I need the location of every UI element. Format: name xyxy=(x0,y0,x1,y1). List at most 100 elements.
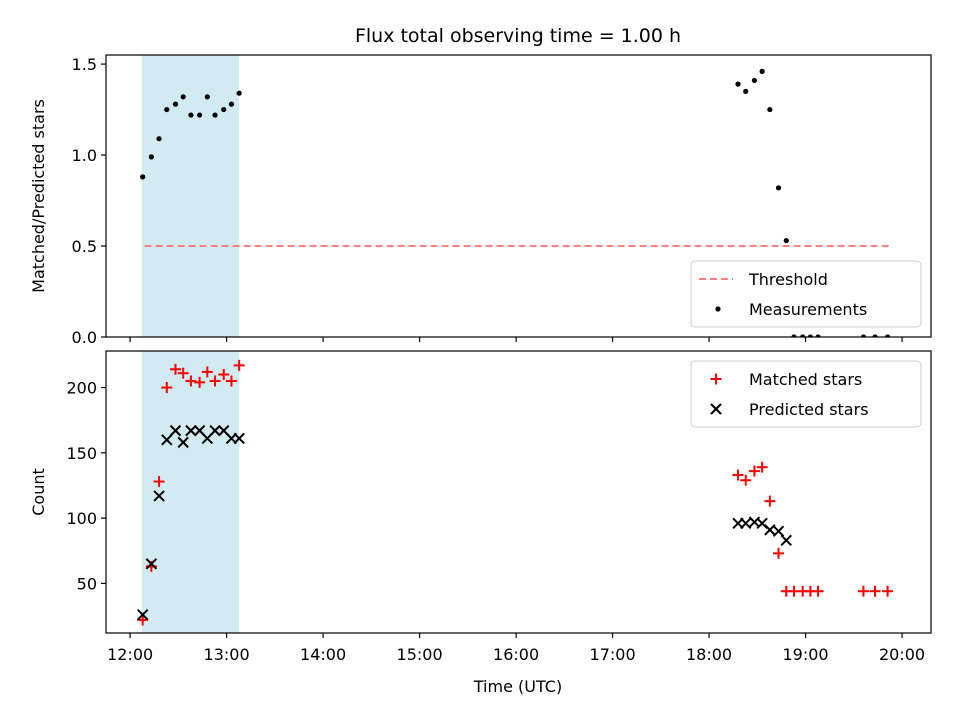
predicted-star-point xyxy=(209,424,221,437)
matched-star-point xyxy=(857,585,869,597)
shaded-region xyxy=(141,351,240,633)
matched-star-point xyxy=(161,382,173,394)
matched-star-point xyxy=(194,376,206,388)
matched-star-point xyxy=(137,614,149,626)
y-tick-label: 200 xyxy=(66,379,97,398)
markers xyxy=(140,68,891,337)
matched-star-point xyxy=(177,367,189,379)
legend-label: Predicted stars xyxy=(749,400,869,419)
legend: Threshold Measurements xyxy=(690,260,922,328)
legend: Matched stars Predicted stars xyxy=(690,360,922,428)
y-axis-label: Matched/Predicted stars xyxy=(29,99,48,293)
y-tick-label: 0.0 xyxy=(72,328,97,347)
x-tick-label: 20:00 xyxy=(879,645,925,664)
markers xyxy=(136,359,894,626)
measurement-point xyxy=(860,334,867,337)
y-tick-label: 1.5 xyxy=(72,55,97,74)
measurement-point xyxy=(775,185,782,191)
matched-star-point xyxy=(740,474,752,486)
predicted-star-point xyxy=(153,490,165,502)
y-tick-label: 100 xyxy=(66,509,97,528)
matched-star-point xyxy=(209,375,221,387)
measurement-point xyxy=(783,237,789,244)
predicted-star-point xyxy=(161,434,173,446)
measurement-point xyxy=(180,94,186,100)
measurement-point xyxy=(148,154,154,160)
legend-box xyxy=(690,260,922,328)
matched-star-point xyxy=(218,369,230,380)
measurement-point xyxy=(188,112,194,118)
legend-label: Matched stars xyxy=(749,370,862,389)
shaded-region xyxy=(141,55,240,337)
x-tick-label: 14:00 xyxy=(300,645,346,664)
legend-measurement-swatch xyxy=(715,306,721,312)
predicted-star-point xyxy=(185,424,197,437)
y-tick-label: 50 xyxy=(77,574,97,593)
measurement-point xyxy=(735,81,741,87)
predicted-star-point xyxy=(772,525,785,537)
measurement-point xyxy=(212,112,218,118)
predicted-star-point xyxy=(780,534,792,547)
measurement-point xyxy=(872,334,878,337)
matched-star-point xyxy=(169,363,181,375)
measurement-point xyxy=(759,68,765,74)
predicted-star-point xyxy=(136,609,149,621)
measurement-point xyxy=(196,112,203,118)
measurement-point xyxy=(221,106,227,113)
x-tick-label: 15:00 xyxy=(397,645,443,664)
legend-label: Measurements xyxy=(749,300,867,319)
measurement-point xyxy=(807,334,813,337)
measurement-point xyxy=(743,88,749,94)
axes-frame xyxy=(105,350,932,634)
measurement-point xyxy=(228,101,235,107)
matched-star-point xyxy=(756,461,768,473)
measurement-point xyxy=(751,77,758,84)
measurement-point xyxy=(204,94,210,100)
matched-star-point xyxy=(185,375,197,387)
y-axis-label: Count xyxy=(29,468,48,516)
predicted-star-point xyxy=(169,424,182,437)
predicted-star-point xyxy=(233,432,245,445)
matched-star-point xyxy=(773,547,785,559)
measurement-point xyxy=(236,90,242,96)
bottom-panel: 50 100 150 200 12:00 13:00 14:00 15:00 16:00 17:0… xyxy=(29,350,932,664)
measurement-point xyxy=(767,106,773,113)
x-tick-label: 16:00 xyxy=(493,645,539,664)
x-tick-label: 19:00 xyxy=(783,645,829,664)
x-tick-label: 13:00 xyxy=(204,645,250,664)
measurement-point xyxy=(800,334,806,337)
measurement-point xyxy=(140,174,146,180)
matched-star-point xyxy=(201,366,213,378)
axes-frame xyxy=(105,54,932,338)
legend-matched-swatch xyxy=(710,373,722,385)
legend-label: Threshold xyxy=(748,270,828,289)
matched-star-point xyxy=(225,375,237,387)
matched-star-point xyxy=(153,476,165,488)
legend-predicted-swatch xyxy=(710,403,722,415)
matched-star-point xyxy=(882,585,894,597)
matched-star-point xyxy=(869,585,881,597)
measurement-point xyxy=(884,334,891,337)
y-tick-label: 1.0 xyxy=(72,146,97,165)
matched-star-point xyxy=(748,465,760,477)
x-tick-label: 17:00 xyxy=(590,645,636,664)
x-tick-label: 12:00 xyxy=(107,645,153,664)
measurement-point xyxy=(156,136,162,142)
matched-star-point xyxy=(812,585,824,597)
y-tick-label: 150 xyxy=(66,444,97,463)
measurement-point xyxy=(172,101,179,107)
measurement-point xyxy=(815,334,821,337)
predicted-star-point xyxy=(145,558,158,570)
legend-box xyxy=(690,360,922,428)
predicted-star-point xyxy=(177,436,189,449)
matched-star-point xyxy=(732,469,744,481)
matched-star-point xyxy=(764,495,776,507)
x-tick-label: 18:00 xyxy=(686,645,732,664)
x-axis-label: Time (UTC) xyxy=(473,677,562,696)
top-panel: 0.0 0.5 1.0 1.5 Matched/Predicted stars Thres… xyxy=(29,54,932,347)
measurement-point xyxy=(791,334,797,337)
measurement-point xyxy=(164,106,170,113)
chart-title: Flux total observing time = 1.00 h xyxy=(355,25,681,47)
y-tick-label: 0.5 xyxy=(72,237,97,256)
